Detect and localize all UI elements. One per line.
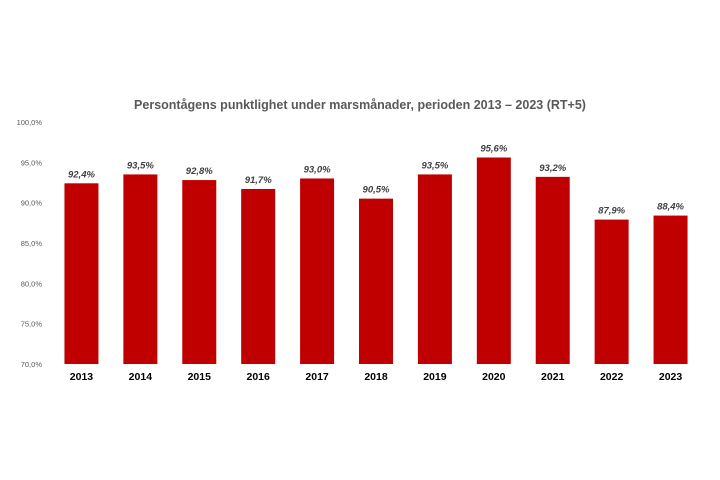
bars <box>64 157 688 364</box>
data-label-2013: 92,4% <box>68 169 95 180</box>
y-tick-label: 90,0% <box>21 199 43 208</box>
bar-2021 <box>535 176 570 364</box>
bar-2015 <box>182 180 217 364</box>
bar-2017 <box>300 178 335 364</box>
bar-2016 <box>241 188 276 364</box>
data-label-2023: 88,4% <box>657 202 684 213</box>
x-tick-label: 2023 <box>659 371 683 383</box>
x-tick-label: 2014 <box>129 371 153 383</box>
x-tick-label: 2016 <box>247 371 271 383</box>
data-label-2022: 87,9% <box>598 206 625 217</box>
data-label-2021: 93,2% <box>539 163 566 174</box>
bar-2018 <box>359 198 393 364</box>
data-label-2018: 90,5% <box>363 185 390 196</box>
x-tick-label: 2015 <box>188 371 212 383</box>
data-label-2019: 93,5% <box>421 160 448 171</box>
y-tick-label: 80,0% <box>21 279 43 288</box>
x-tick-label: 2019 <box>423 371 447 383</box>
x-tick-label: 2021 <box>541 371 565 383</box>
data-label-2014: 93,5% <box>127 160 154 171</box>
data-label-2015: 92,8% <box>186 166 213 177</box>
x-tick-label: 2017 <box>305 371 329 383</box>
y-tick-label: 100,0% <box>17 118 43 127</box>
bar-2023 <box>653 215 688 364</box>
chart-title: Persontågens punktlighet under marsmånad… <box>134 98 586 112</box>
data-label-2020: 95,6% <box>480 143 507 154</box>
x-tick-label: 2020 <box>482 371 506 383</box>
bar-2019 <box>417 174 452 364</box>
bar-2022 <box>594 219 629 364</box>
bar-2014 <box>123 174 158 364</box>
data-label-2016: 91,7% <box>245 175 272 186</box>
x-tick-label: 2013 <box>70 371 94 383</box>
y-tick-label: 75,0% <box>21 320 43 329</box>
bar-2020 <box>476 157 511 364</box>
bar-2013 <box>64 183 99 364</box>
data-label-2017: 93,0% <box>304 164 331 175</box>
y-tick-label: 95,0% <box>21 158 43 167</box>
y-axis: 70,0% 75,0% 80,0% 85,0% 90,0% 95,0% 100,0% <box>17 118 43 369</box>
y-tick-label: 85,0% <box>21 239 43 248</box>
x-axis: 2013 2014 2015 2016 2017 2018 2019 2020 2021 2022… <box>70 371 683 383</box>
x-tick-label: 2022 <box>600 371 624 383</box>
data-labels: 92,4% 93,5% 92,8% 91,7% 93,0% 90,5% 93,5% 95,6%… <box>68 143 685 216</box>
x-tick-label: 2018 <box>364 371 388 383</box>
y-tick-label: 70,0% <box>21 360 43 369</box>
